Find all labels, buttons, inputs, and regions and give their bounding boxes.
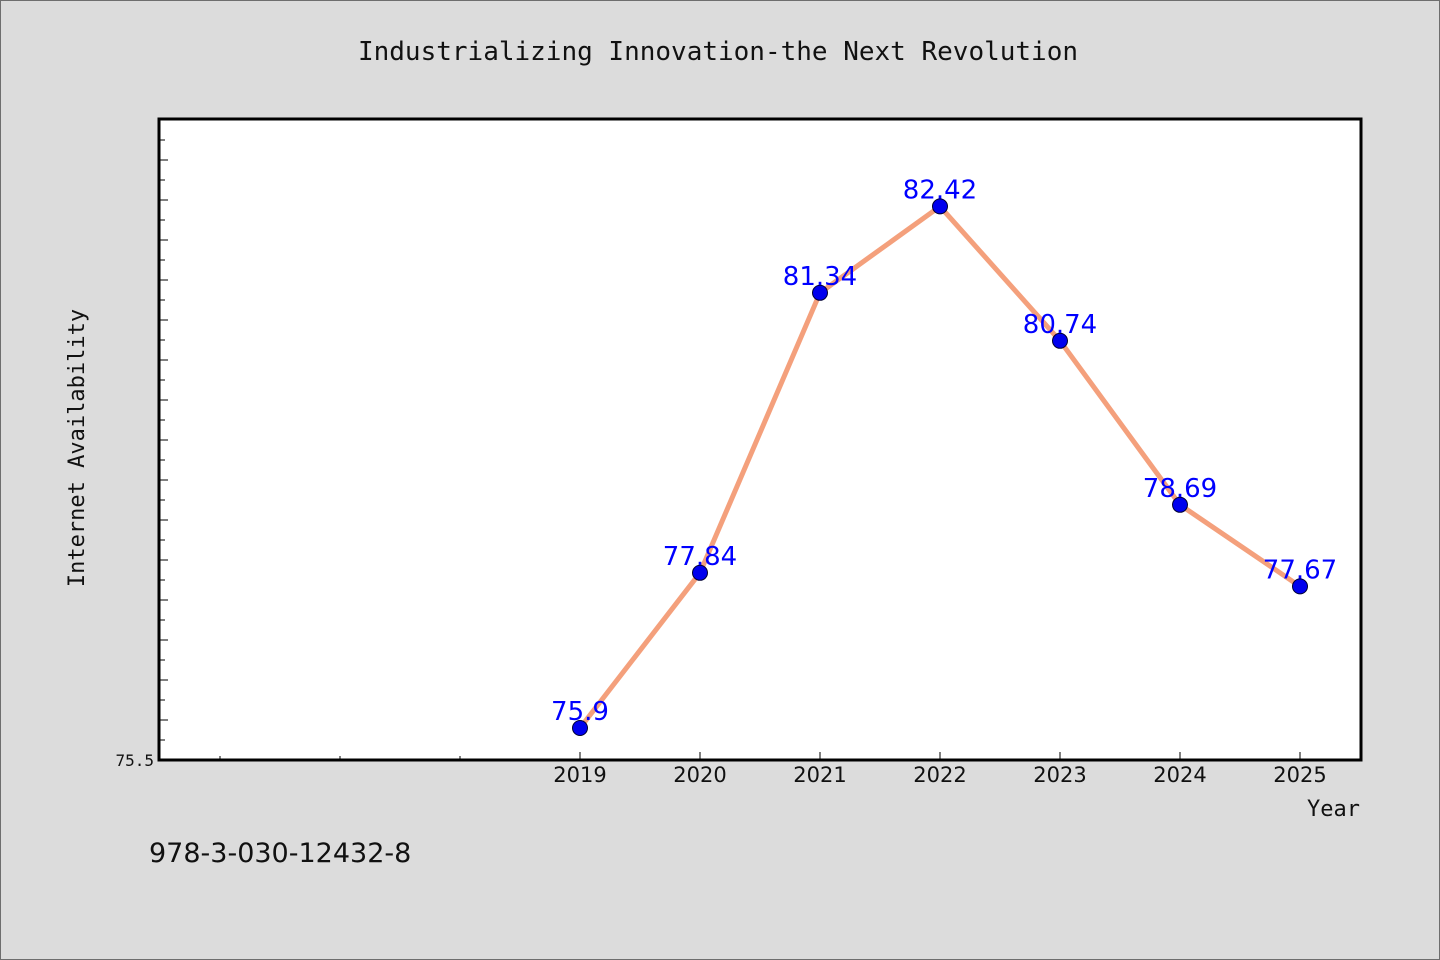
data-label: 80.74 [1023, 310, 1097, 340]
data-point-marker [692, 564, 708, 581]
x-tick-label: 2023 [1033, 763, 1086, 787]
data-point-marker [572, 720, 588, 736]
x-tick-label: 2019 [553, 763, 606, 787]
data-point-marker [1172, 496, 1188, 513]
data-label: 78.69 [1143, 474, 1217, 504]
x-tick-label: 2021 [793, 763, 846, 787]
data-label: 81.34 [783, 262, 857, 292]
footer-isbn: 978-3-030-12432-8 [149, 838, 411, 869]
plot-area [157, 117, 1363, 762]
y-axis-label: Internet Availability [65, 309, 90, 587]
y-axis-minor-ticks [160, 139, 168, 741]
data-labels: 75.9 77.84 81.34 82.42 80.74 78.69 77.67 [551, 175, 1337, 727]
x-axis-minor-ticks [219, 756, 461, 760]
data-point-marker [1292, 578, 1308, 595]
data-label: 75.9 [551, 697, 609, 727]
series-markers [572, 198, 1308, 736]
data-point-marker [932, 198, 948, 215]
x-tick-label: 2025 [1273, 763, 1326, 787]
x-tick-label: 2022 [913, 763, 966, 787]
data-label: 77.84 [663, 542, 737, 572]
data-point-marker [812, 284, 828, 301]
data-label: 82.42 [903, 175, 977, 205]
data-point-marker [1052, 332, 1068, 349]
x-axis-label: Year [1307, 797, 1360, 822]
x-tick-label: 2020 [673, 763, 726, 787]
chart-title: Industrializing Innovation-the Next Revo… [358, 37, 1078, 67]
data-label: 77.67 [1263, 555, 1337, 585]
y-axis-tick-label: 75.5 [115, 751, 154, 770]
x-tick-label: 2024 [1153, 763, 1206, 787]
x-axis-tick-labels: 2019 2020 2021 2022 2023 2024 2025 [553, 752, 1327, 787]
